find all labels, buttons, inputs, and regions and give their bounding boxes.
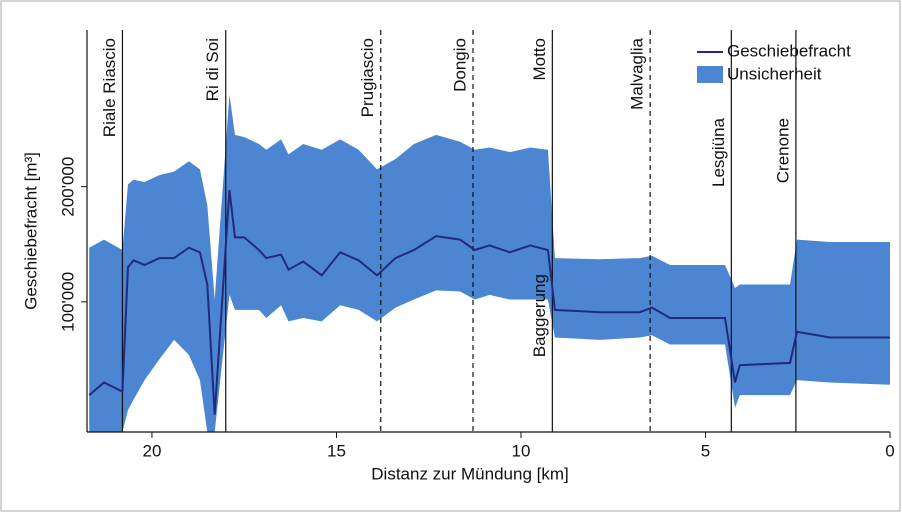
x-axis-label: Distanz zur Mündung [km] [371, 464, 568, 483]
y-tick-label: 200'000 [58, 157, 77, 217]
x-tick-label: 10 [512, 441, 531, 460]
annotation: Baggerung [530, 274, 549, 357]
line [88, 189, 890, 415]
uncertainty-band [89, 94, 890, 432]
y-tick-label: 100'000 [58, 272, 77, 332]
x-tick-label: 15 [327, 441, 346, 460]
x-tick-label: 0 [885, 441, 894, 460]
marker-label: Ri di Soi [203, 38, 222, 101]
marker-label: Lesgiüna [709, 117, 728, 187]
legend-label: Unsicherheit [727, 64, 822, 83]
marker-label: Crenone [773, 118, 792, 183]
y-axis-label: Geschiebefracht [m³] [21, 152, 40, 310]
x-tick-label: 20 [142, 441, 161, 460]
marker-label: Riale Riascio [100, 38, 119, 137]
marker-label: Motto [530, 38, 549, 81]
marker-label: Prugiascio [358, 38, 377, 117]
legend-label: Geschiebefracht [727, 41, 851, 60]
marker-label: Malvaglia [628, 37, 647, 109]
marker-label: Dongio [450, 38, 469, 92]
x-tick-label: 5 [701, 441, 710, 460]
legend-swatch [697, 66, 723, 83]
